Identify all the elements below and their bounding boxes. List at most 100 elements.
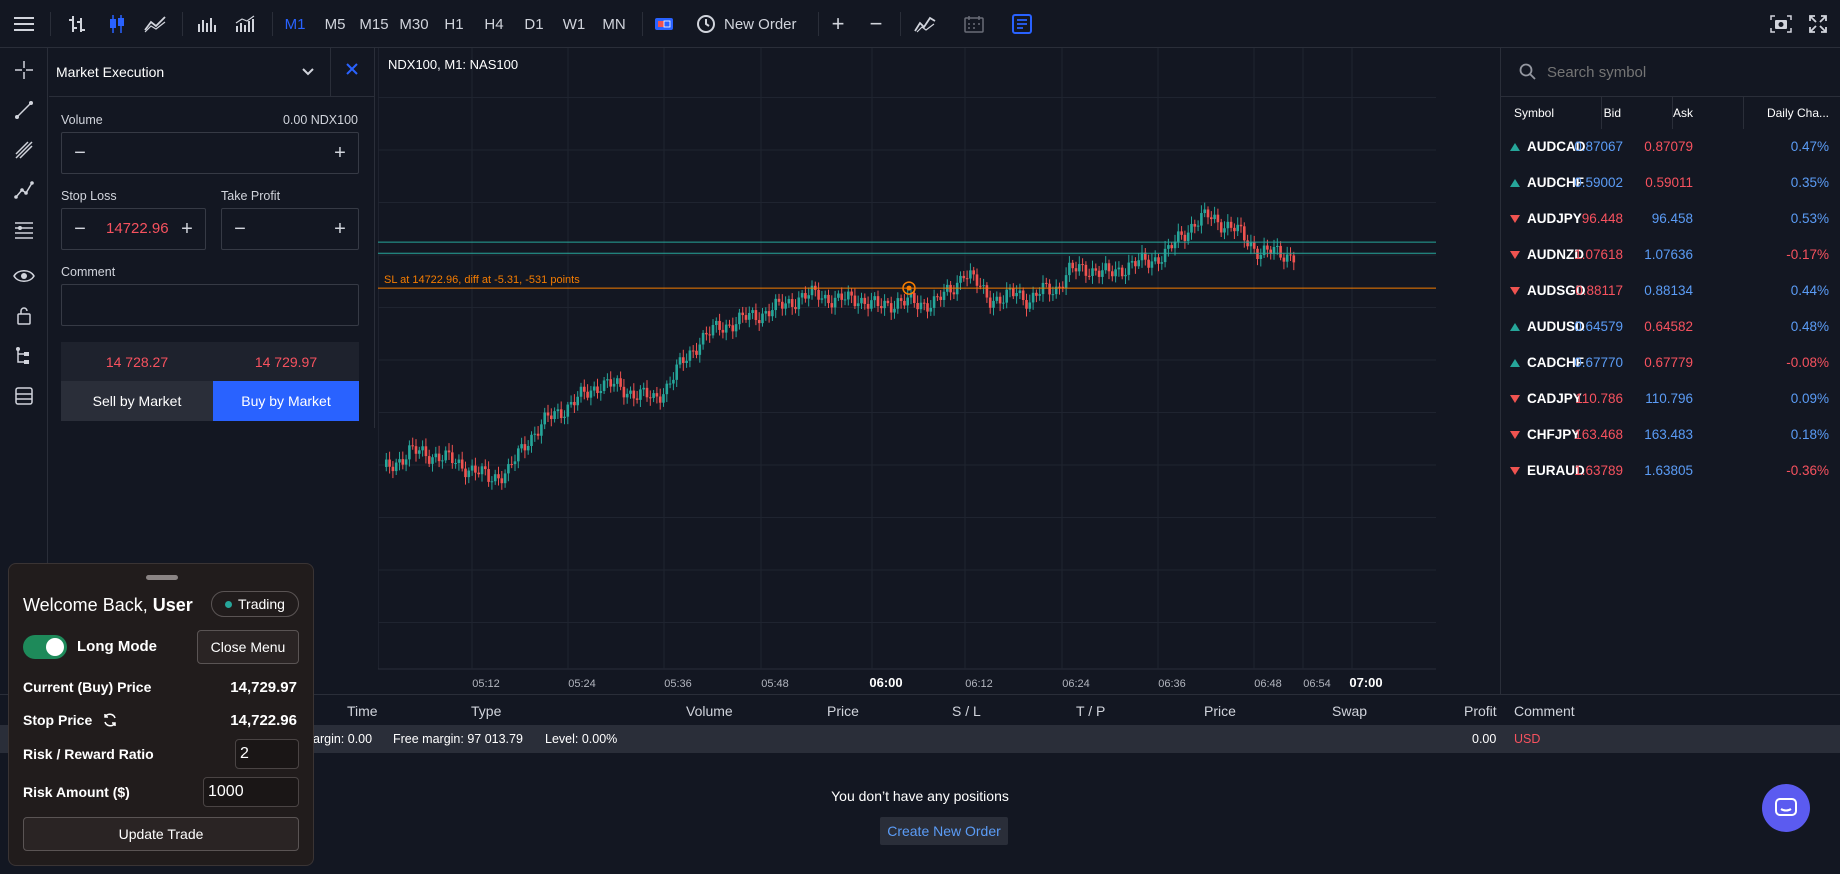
data-window-icon[interactable]	[10, 382, 38, 410]
chat-support-button[interactable]	[1762, 784, 1810, 832]
buy-by-market-button[interactable]: Buy by Market	[213, 381, 359, 421]
timeframe-mn[interactable]: MN	[602, 15, 626, 33]
timeframe-h1[interactable]: H1	[444, 15, 464, 33]
take-profit-increase-button[interactable]: +	[334, 217, 346, 240]
watchlist-row[interactable]: CADCHF 0.67770 0.67779 -0.08%	[1501, 345, 1840, 381]
watchlist-symbol: CADCHF	[1527, 355, 1584, 370]
zoom-in-icon[interactable]: +	[831, 11, 845, 36]
new-order-button[interactable]: New Order	[724, 15, 797, 33]
candle-body	[932, 296, 936, 308]
watchlist-row[interactable]: AUDSGD 0.88117 0.88134 0.44%	[1501, 273, 1840, 309]
col-profit[interactable]: Profit	[1464, 703, 1497, 719]
stop-loss-decrease-button[interactable]: −	[74, 217, 86, 240]
col-type[interactable]: Type	[471, 703, 502, 719]
bar-chart-icon[interactable]	[64, 10, 90, 38]
channel-icon[interactable]	[10, 136, 38, 164]
search-symbol-input[interactable]	[1547, 58, 1827, 86]
update-trade-button[interactable]: Update Trade	[23, 817, 299, 851]
polyline-icon[interactable]	[10, 176, 38, 204]
zoom-out-icon[interactable]: −	[869, 11, 883, 36]
timeframe-m5[interactable]: M5	[324, 15, 346, 33]
object-tree-icon[interactable]	[10, 342, 38, 370]
candlestick-icon[interactable]	[104, 10, 130, 38]
col-tp[interactable]: T / P	[1076, 703, 1106, 719]
timeframe-w1[interactable]: W1	[562, 15, 586, 33]
col-daily-change[interactable]: Daily Cha...	[1766, 106, 1829, 120]
execution-dropdown-chevron-icon[interactable]	[301, 64, 315, 80]
screenshot-icon[interactable]	[1768, 10, 1794, 38]
stop-loss-value[interactable]: 14722.96	[106, 220, 169, 237]
risk-amount-input[interactable]: 1000	[203, 777, 299, 807]
volume-stepper[interactable]: − +	[61, 132, 359, 174]
watchlist-row[interactable]: CADJPY 110.786 110.796 0.09%	[1501, 381, 1840, 417]
volume-increase-button[interactable]: +	[334, 141, 346, 164]
col-time[interactable]: Time	[347, 703, 378, 719]
watchlist-row[interactable]: AUDUSD 0.64579 0.64582 0.48%	[1501, 309, 1840, 345]
candle-body	[513, 461, 517, 465]
line-chart-icon[interactable]	[142, 10, 168, 38]
timeframe-h4[interactable]: H4	[484, 15, 504, 33]
crosshair-icon[interactable]	[10, 56, 38, 84]
candle-body	[959, 275, 962, 283]
indicators-icon[interactable]	[232, 10, 258, 38]
candlestick-chart[interactable]: 14752.0014744.0014736.0014728.0014720.00…	[377, 48, 1496, 694]
timeframe-m15[interactable]: M15	[359, 15, 389, 33]
close-menu-button[interactable]: Close Menu	[197, 630, 299, 664]
indicator-icon[interactable]	[912, 10, 938, 38]
order-panel-toggle-icon[interactable]	[1010, 10, 1034, 38]
watchlist-row[interactable]: CHFJPY 163.468 163.483 0.18%	[1501, 417, 1840, 453]
watchlist-row[interactable]: AUDCHF 0.59002 0.59011 0.35%	[1501, 165, 1840, 201]
col-volume[interactable]: Volume	[686, 703, 733, 719]
long-mode-toggle[interactable]	[23, 635, 67, 659]
stop-loss-increase-button[interactable]: +	[181, 217, 193, 240]
watchlist-row[interactable]: AUDCAD 0.87067 0.87079 0.47%	[1501, 129, 1840, 165]
trend-line-icon[interactable]	[10, 96, 38, 124]
col-sl[interactable]: S / L	[952, 703, 981, 719]
watchlist-row[interactable]: AUDJPY 96.448 96.458 0.53%	[1501, 201, 1840, 237]
watchlist-row[interactable]: EURAUD 1.63789 1.63805 -0.36%	[1501, 453, 1840, 489]
col-symbol[interactable]: Symbol	[1514, 106, 1555, 120]
col-swap[interactable]: Swap	[1332, 703, 1368, 719]
col-comment[interactable]: Comment	[1514, 703, 1575, 719]
fibonacci-icon[interactable]	[10, 216, 38, 244]
take-profit-stepper[interactable]: − +	[221, 208, 359, 250]
candle-body	[988, 297, 992, 308]
price-chart[interactable]: 14752.0014744.0014736.0014728.0014720.00…	[377, 48, 1496, 694]
watchlist-row[interactable]: AUDNZD 1.07618 1.07636 -0.17%	[1501, 237, 1840, 273]
refresh-icon[interactable]	[102, 712, 118, 728]
candle-body	[1229, 221, 1233, 228]
col-ask[interactable]: Ask	[1672, 106, 1693, 120]
calendar-icon[interactable]	[962, 10, 986, 38]
sell-by-market-button[interactable]: Sell by Market	[61, 381, 213, 421]
volume-icon[interactable]	[194, 10, 220, 38]
new-order-icon[interactable]	[696, 10, 716, 38]
timeframe-m30[interactable]: M30	[399, 15, 429, 33]
fullscreen-icon[interactable]	[1806, 10, 1830, 38]
candle-body	[1101, 270, 1104, 277]
arrow-down-icon	[1510, 287, 1520, 295]
volume-decrease-button[interactable]: −	[74, 141, 86, 164]
create-new-order-button[interactable]: Create New Order	[880, 817, 1008, 845]
candle-body	[1078, 264, 1081, 272]
menu-icon[interactable]	[10, 10, 38, 38]
timeframe-d1[interactable]: D1	[524, 15, 544, 33]
stop-loss-stepper[interactable]: − 14722.96 +	[61, 208, 206, 250]
candle-body	[929, 307, 933, 312]
candle-body	[576, 396, 579, 406]
col-bid[interactable]: Bid	[1603, 106, 1621, 120]
drag-handle[interactable]	[146, 575, 178, 580]
one-click-trading-icon[interactable]	[652, 10, 676, 38]
close-order-panel-icon[interactable]	[345, 62, 359, 79]
candle-body	[1252, 242, 1256, 249]
candle-body	[447, 450, 451, 453]
lock-icon[interactable]	[10, 302, 38, 330]
timeframe-m1[interactable]: M1	[284, 15, 306, 33]
comment-input[interactable]	[61, 284, 359, 326]
candle-body	[454, 463, 457, 465]
col-price[interactable]: Price	[827, 703, 859, 719]
take-profit-decrease-button[interactable]: −	[234, 217, 246, 240]
stop-loss-handle-icon[interactable]	[902, 281, 916, 295]
eye-icon[interactable]	[10, 262, 38, 290]
col-current-price[interactable]: Price	[1204, 703, 1236, 719]
risk-reward-input[interactable]: 2	[235, 739, 299, 769]
